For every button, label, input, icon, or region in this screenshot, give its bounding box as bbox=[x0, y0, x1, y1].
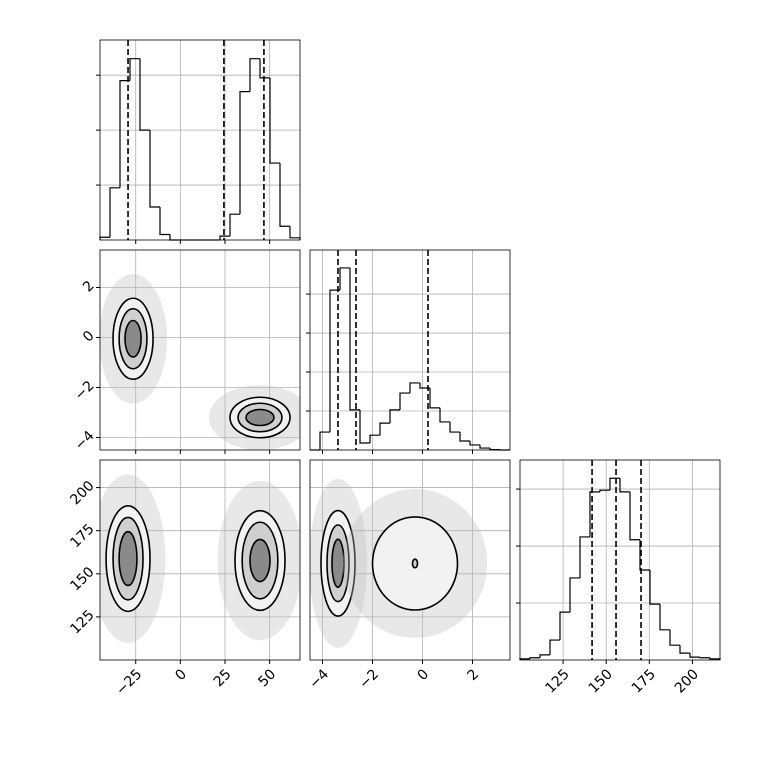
hist-bin bbox=[139, 58, 150, 131]
hist-bin bbox=[289, 226, 301, 240]
hist-bin bbox=[459, 432, 470, 442]
hist-bin bbox=[269, 77, 280, 164]
panel-frame bbox=[519, 459, 721, 661]
x-tick-label: 150 bbox=[586, 666, 616, 696]
hist-bin bbox=[569, 577, 580, 613]
contour bbox=[245, 408, 275, 427]
hist-bin bbox=[119, 80, 130, 188]
hist-bin bbox=[249, 58, 260, 92]
hist-bin bbox=[149, 130, 160, 208]
hist-bin bbox=[429, 388, 440, 409]
hist-bin bbox=[639, 539, 650, 571]
hist-bin bbox=[679, 645, 690, 654]
hist-bin bbox=[489, 448, 500, 451]
hist-bin bbox=[169, 234, 180, 241]
hist-bin bbox=[219, 235, 230, 240]
hist-bin bbox=[579, 536, 590, 578]
contour bbox=[331, 538, 345, 589]
hist-bin bbox=[669, 629, 680, 646]
y-tick-label: −4 bbox=[72, 428, 98, 454]
x-tick-label: 0 bbox=[415, 666, 433, 684]
hist-bin bbox=[319, 431, 330, 450]
y-tick-label: 150 bbox=[67, 564, 97, 594]
density-panel bbox=[100, 474, 300, 644]
hist-bin bbox=[439, 407, 450, 423]
x-tick-label: −2 bbox=[356, 666, 382, 692]
y-tick-label: 125 bbox=[67, 607, 97, 637]
hist-bin bbox=[619, 478, 630, 493]
hist-bin bbox=[649, 569, 660, 605]
hist-bin bbox=[259, 58, 270, 79]
hist-bin bbox=[589, 491, 600, 537]
hist-bin bbox=[349, 267, 360, 411]
contour bbox=[118, 530, 138, 587]
y-tick-label: 200 bbox=[67, 478, 97, 508]
hist-bin bbox=[449, 421, 460, 433]
panel-frame bbox=[99, 39, 301, 241]
hist-bin bbox=[339, 267, 350, 291]
contour bbox=[249, 538, 271, 583]
x-tick-label: −25 bbox=[113, 666, 145, 698]
hist-bin bbox=[479, 444, 490, 449]
hist-bin bbox=[529, 657, 540, 659]
hist-bin bbox=[549, 639, 560, 655]
hist-bin bbox=[369, 434, 380, 443]
hist-bin bbox=[229, 213, 240, 237]
hist-bin bbox=[329, 289, 340, 433]
hist-bin bbox=[699, 657, 710, 659]
panel-frame bbox=[99, 459, 301, 661]
hist-bin bbox=[359, 409, 370, 444]
y-tick-label: 175 bbox=[67, 521, 97, 551]
x-tick-label: 125 bbox=[543, 666, 573, 696]
contour bbox=[411, 558, 419, 569]
hist-bin bbox=[409, 382, 420, 394]
y-tick-label: −2 bbox=[72, 378, 98, 404]
hist-bin bbox=[129, 58, 140, 81]
hist-bin bbox=[399, 392, 410, 410]
hist-bin bbox=[469, 441, 480, 446]
panel-frame bbox=[99, 249, 301, 451]
hist-bin bbox=[389, 409, 400, 424]
hist-bin bbox=[689, 653, 700, 658]
x-tick-label: 200 bbox=[672, 666, 702, 696]
hist-bin bbox=[419, 382, 430, 389]
hist-bin bbox=[659, 604, 670, 631]
x-tick-label: 175 bbox=[629, 666, 659, 696]
density-panel bbox=[310, 478, 488, 648]
x-tick-label: 2 bbox=[465, 666, 483, 684]
y-tick-label: 2 bbox=[80, 278, 98, 296]
hist-bin bbox=[599, 489, 610, 492]
hist-bin bbox=[629, 491, 640, 541]
density-panel bbox=[100, 273, 300, 450]
x-tick-label: 50 bbox=[255, 666, 279, 690]
hist-bin bbox=[279, 163, 290, 227]
panel-frame bbox=[309, 459, 511, 661]
hist-bin bbox=[159, 207, 170, 236]
hist-bin bbox=[239, 91, 250, 215]
hist-bin bbox=[109, 187, 120, 238]
x-tick-label: −4 bbox=[306, 666, 332, 692]
hist-bin bbox=[539, 654, 550, 658]
x-tick-label: 25 bbox=[211, 666, 235, 690]
hist-bin bbox=[99, 236, 110, 240]
x-tick-label: 0 bbox=[172, 666, 190, 684]
y-tick-label: 0 bbox=[80, 328, 98, 346]
contour bbox=[124, 319, 142, 358]
hist-bin bbox=[609, 477, 620, 491]
hist-bin bbox=[379, 422, 390, 436]
hist-bin bbox=[559, 611, 570, 641]
panel-frame bbox=[309, 249, 511, 451]
